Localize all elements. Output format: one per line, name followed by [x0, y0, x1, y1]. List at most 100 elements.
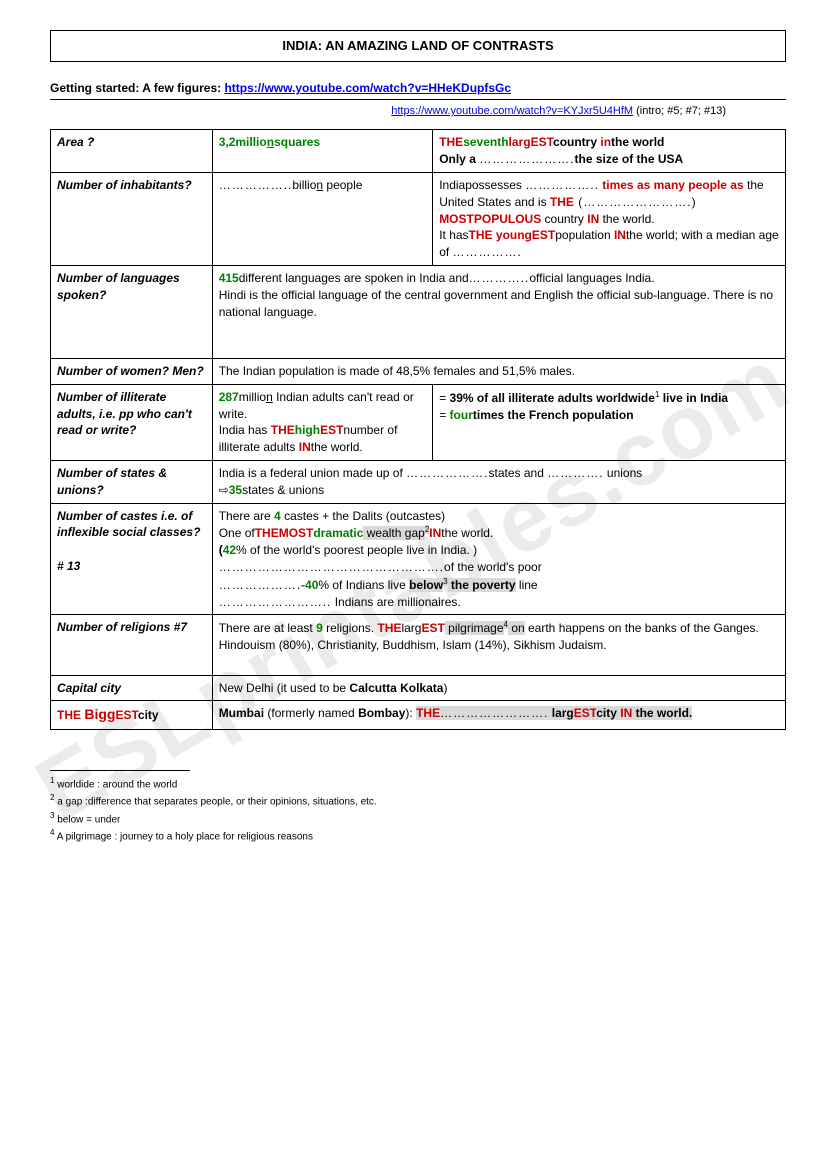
facts-table: Area ? 3,2millionsquares THEseventhlargE…	[50, 129, 786, 730]
illit-million-a: millio	[239, 390, 266, 404]
castes-sup3: 3	[443, 577, 447, 586]
castes-below: below	[409, 578, 443, 592]
footnote-1: worldide : around the world	[57, 779, 177, 790]
youtube-link-1[interactable]: https://www.youtube.com/watch?v=HHeKDupf…	[224, 81, 511, 95]
castes-t1b: castes + the Dalits (outcastes)	[281, 509, 445, 523]
castes-most: MOST	[279, 526, 314, 540]
fn-num-2: 2	[50, 793, 54, 802]
row-religions: Number of religions #7 There are at leas…	[51, 615, 786, 675]
states-t2: states and	[489, 466, 548, 480]
castes-blank1: …………………………………………….	[219, 560, 444, 574]
label-capital: Capital city	[51, 675, 213, 701]
illit-million-n: n	[266, 390, 273, 404]
label-religions: Number of religions #7	[51, 615, 213, 675]
illit-m6: the world.	[311, 440, 363, 454]
area-the: THE	[439, 135, 463, 149]
inhab-the2: THE	[469, 228, 496, 242]
area-seventh: seventh	[463, 135, 508, 149]
inhab-the: THE	[550, 195, 574, 209]
relig-t4: earth happens on the banks of the Ganges…	[525, 621, 759, 635]
biggest-blank: …………………….	[440, 706, 548, 720]
biggest-t2: (formerly named	[264, 706, 358, 720]
area-larg: larg	[509, 135, 531, 149]
relig-t1: There are at least	[219, 621, 316, 635]
inhab-world: the world.	[599, 212, 654, 226]
states-blank2: ………….	[547, 466, 603, 480]
inhab-people: people	[323, 178, 362, 192]
inhab-ithas: It has	[439, 228, 468, 242]
illit-high: high	[295, 423, 320, 437]
relig-on: on	[508, 621, 525, 635]
castes-content: There are 4 castes + the Dalits (outcast…	[212, 503, 785, 615]
relig-pilgrimage: pilgrimage	[445, 621, 504, 635]
inhab-middle: ……………..billion people	[212, 172, 433, 265]
capital-t1: New Delhi (it used to be	[219, 681, 350, 695]
biggest-world: the world.	[632, 706, 692, 720]
women-content: The Indian population is made of 48,5% f…	[212, 358, 785, 384]
illit-middle: 287million Indian adults can't read or w…	[212, 384, 433, 460]
fn-num-4: 4	[50, 828, 54, 837]
castes-in: IN	[429, 526, 441, 540]
row-languages: Number of languages spoken? 415different…	[51, 265, 786, 358]
area-size-usa: the size of the USA	[575, 152, 684, 166]
biggest-city-label: city	[138, 708, 159, 722]
area-world: the world	[611, 135, 664, 149]
illit-r2: of all illiterate adults worldwide	[474, 391, 655, 405]
row-inhabitants: Number of inhabitants? ……………..billion pe…	[51, 172, 786, 265]
biggest-the-label: THE	[57, 708, 84, 722]
youtube-link-2[interactable]: https://www.youtube.com/watch?v=KYJxr5U4…	[391, 105, 633, 117]
castes-world: the world.	[441, 526, 493, 540]
inhab-blank1: ……………..	[525, 178, 599, 192]
row-states: Number of states & unions? India is a fe…	[51, 460, 786, 503]
label-inhabitants: Number of inhabitants?	[51, 172, 213, 265]
castes-num13: # 13	[57, 559, 80, 573]
castes-t6: Indians are millionaires.	[331, 595, 460, 609]
inhab-billion-a: billio	[292, 178, 316, 192]
inhab-paren-blank: (…………………….)	[574, 195, 697, 209]
castes-line: line	[516, 578, 538, 592]
biggest-content: Mumbai (formerly named Bombay): THE………………	[212, 701, 785, 730]
relig-9: 9	[316, 621, 323, 635]
area-squares: squares	[274, 135, 320, 149]
inhab-in2: IN	[614, 228, 626, 242]
castes-4: 4	[274, 509, 281, 523]
arrow-icon: ⇨	[219, 483, 229, 497]
illit-times: times	[473, 408, 504, 422]
area-number: 3,2	[219, 135, 236, 149]
area-middle: 3,2millionsquares	[212, 130, 433, 173]
biggest-est-label: EST	[115, 708, 137, 722]
biggest-larg: larg	[548, 706, 573, 720]
states-35: 35	[229, 483, 242, 497]
castes-dramatic: dramatic	[313, 526, 363, 540]
getting-started-label: Getting started: A few figures:	[50, 81, 224, 95]
castes-42: 42	[223, 543, 236, 557]
area-in: in	[600, 135, 611, 149]
inhab-young: young	[496, 228, 532, 242]
area-est: EST	[531, 135, 553, 149]
inhab-mostpop: MOSTPOPULOUS	[439, 212, 541, 226]
row-biggest-city: THE BiggESTcity Mumbai (formerly named B…	[51, 701, 786, 730]
castes-t3: % of the world's poorest people live in …	[236, 543, 477, 557]
fn-num-1: 1	[50, 776, 54, 785]
castes-40: -40	[301, 578, 318, 592]
footnote-3: below = under	[57, 814, 120, 825]
castes-poverty: the poverty	[448, 578, 516, 592]
label-states: Number of states & unions?	[51, 460, 213, 503]
illit-r6: the French population	[504, 408, 633, 422]
states-t1: India is a federal union made up of	[219, 466, 406, 480]
inhab-est2: EST	[532, 228, 555, 242]
label-languages: Number of languages spoken?	[51, 265, 213, 358]
area-right: THEseventhlargESTcountry inthe world Onl…	[433, 130, 786, 173]
religions-content: There are at least 9 religions. THElargE…	[212, 615, 785, 675]
castes-blank3: ……………………..	[219, 595, 332, 609]
inhab-right: Indiapossesses …………….. times as many peo…	[433, 172, 786, 265]
fn-num-3: 3	[50, 811, 54, 820]
label-castes: Number of castes i.e. of inflexible soci…	[51, 503, 213, 615]
biggest-the: THE	[416, 706, 440, 720]
illit-r4: =	[439, 408, 449, 422]
castes-t4: of the world's poor	[444, 560, 542, 574]
states-blank1: ……………….	[406, 466, 488, 480]
row-capital: Capital city New Delhi (it used to be Ca…	[51, 675, 786, 701]
capital-calcutta: Calcutta Kolkata	[349, 681, 443, 695]
lang-t4: official languages India.	[529, 271, 654, 285]
